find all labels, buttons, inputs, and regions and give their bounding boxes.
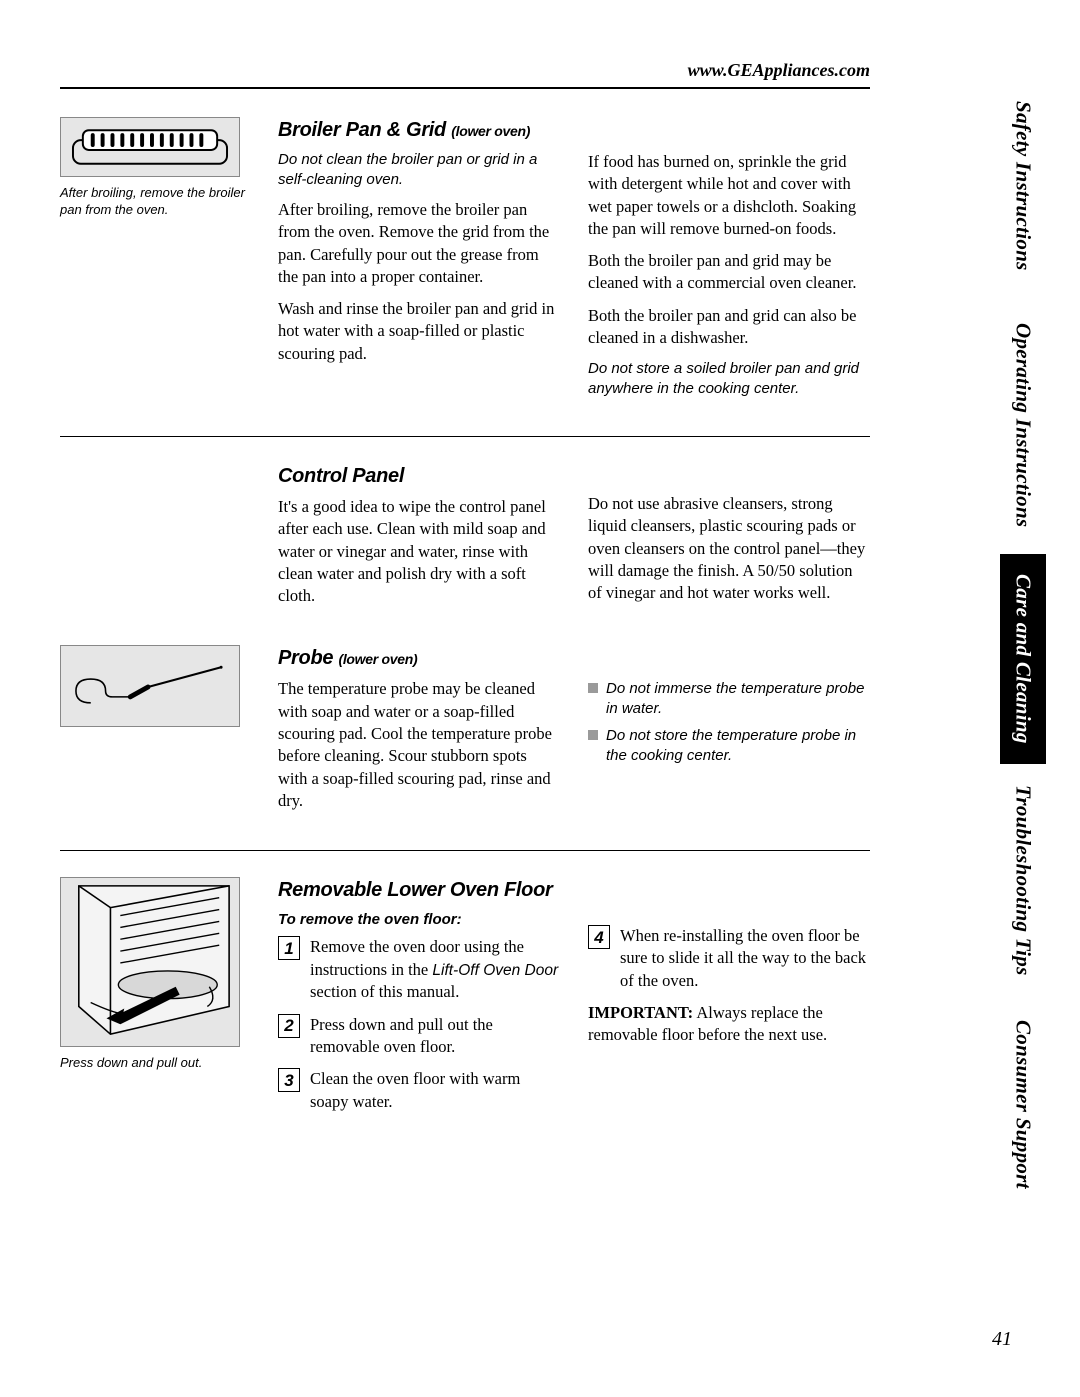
control-p2: Do not use abrasive cleansers, strong li…: [588, 493, 870, 604]
step-number-2: 2: [278, 1014, 300, 1038]
broiler-note2: Do not store a soiled broiler pan and gr…: [588, 359, 870, 398]
step1-b: section of this manual.: [310, 982, 459, 1001]
broiler-p3: If food has burned on, sprinkle the grid…: [588, 151, 870, 240]
probe-illustration: [60, 645, 240, 727]
broiler-heading: Broiler Pan & Grid (lower oven): [278, 117, 560, 144]
tab-troubleshooting[interactable]: Troubleshooting Tips: [1000, 764, 1046, 996]
step-number-1: 1: [278, 936, 300, 960]
broiler-p1: After broiling, remove the broiler pan f…: [278, 199, 560, 288]
step-1: 1 Remove the oven door using the instruc…: [278, 936, 560, 1003]
section-tabs: Safety Instructions Operating Instructio…: [1000, 76, 1046, 1212]
tab-safety[interactable]: Safety Instructions: [1000, 76, 1046, 296]
probe-p1: The temperature probe may be cleaned wit…: [278, 678, 560, 812]
probe-b1-text: Do not immerse the temperature probe in …: [606, 679, 870, 718]
broiler-title: Broiler Pan & Grid: [278, 119, 446, 141]
bullet-square-icon: [588, 683, 598, 693]
step-4-text: When re-installing the oven floor be sur…: [620, 925, 870, 992]
broiler-caption: After broiling, remove the broiler pan f…: [60, 185, 260, 219]
probe-b2-text: Do not store the temperature probe in th…: [606, 726, 870, 765]
step1-ref: Lift-Off Oven Door: [432, 962, 558, 979]
probe-title-sub: (lower oven): [338, 651, 417, 667]
page-content: www.GEAppliances.com After b: [60, 60, 870, 1151]
broiler-p4: Both the broiler pan and grid may be cle…: [588, 250, 870, 295]
floor-important: IMPORTANT: Always replace the removable …: [588, 1002, 870, 1047]
step-3-text: Clean the oven floor with warm soapy wat…: [310, 1068, 560, 1113]
step-1-text: Remove the oven door using the instructi…: [310, 936, 560, 1003]
section-floor: Press down and pull out. Removable Lower…: [60, 877, 870, 1123]
broiler-p2: Wash and rinse the broiler pan and grid …: [278, 298, 560, 365]
broiler-note1: Do not clean the broiler pan or grid in …: [278, 150, 560, 189]
section-control: Control Panel It's a good idea to wipe t…: [60, 463, 870, 617]
broiler-figure-col: After broiling, remove the broiler pan f…: [60, 117, 260, 408]
bullet-square-icon: [588, 730, 598, 740]
broiler-p5: Both the broiler pan and grid can also b…: [588, 305, 870, 350]
broiler-text: Broiler Pan & Grid (lower oven) Do not c…: [278, 117, 870, 408]
divider-1: [60, 436, 870, 437]
floor-caption: Press down and pull out.: [60, 1055, 260, 1072]
step-number-3: 3: [278, 1068, 300, 1092]
divider-2: [60, 850, 870, 851]
header-url: www.GEAppliances.com: [60, 60, 870, 89]
tab-operating[interactable]: Operating Instructions: [1000, 296, 1046, 554]
oven-floor-illustration: [60, 877, 240, 1047]
control-heading: Control Panel: [278, 463, 560, 490]
floor-heading: Removable Lower Oven Floor: [278, 877, 560, 904]
step-2-text: Press down and pull out the removable ov…: [310, 1014, 560, 1059]
step-number-4: 4: [588, 925, 610, 949]
probe-title: Probe: [278, 647, 333, 669]
broiler-title-sub: (lower oven): [451, 123, 530, 139]
tab-consumer-support[interactable]: Consumer Support: [1000, 996, 1046, 1212]
control-p1: It's a good idea to wipe the control pan…: [278, 496, 560, 607]
section-broiler: After broiling, remove the broiler pan f…: [60, 117, 870, 408]
step-3: 3 Clean the oven floor with warm soapy w…: [278, 1068, 560, 1113]
section-probe: Probe (lower oven) The temperature probe…: [60, 645, 870, 822]
page-number: 41: [992, 1328, 1012, 1351]
broiler-pan-illustration: [60, 117, 240, 177]
important-label: IMPORTANT:: [588, 1003, 693, 1022]
probe-bullet-2: Do not store the temperature probe in th…: [588, 726, 870, 765]
tab-care-cleaning[interactable]: Care and Cleaning: [1000, 554, 1046, 764]
floor-subhead: To remove the oven floor:: [278, 910, 560, 930]
step-4: 4 When re-installing the oven floor be s…: [588, 925, 870, 992]
step-2: 2 Press down and pull out the removable …: [278, 1014, 560, 1059]
probe-bullet-1: Do not immerse the temperature probe in …: [588, 679, 870, 718]
probe-heading: Probe (lower oven): [278, 645, 560, 672]
